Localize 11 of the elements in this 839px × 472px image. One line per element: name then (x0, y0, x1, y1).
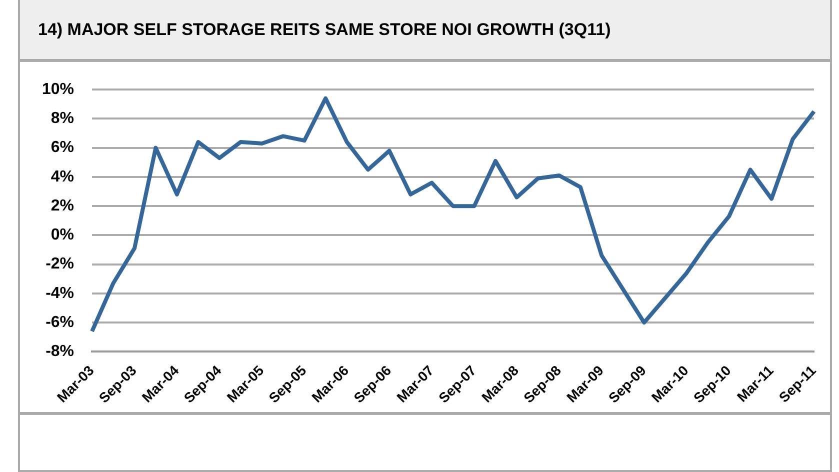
y-tick-label: 6% (50, 139, 74, 156)
y-tick-label: 0% (50, 226, 74, 244)
y-tick-label: -6% (46, 314, 74, 331)
y-tick-label: 2% (50, 197, 74, 214)
y-tick-label: 8% (50, 110, 74, 128)
y-tick-label: -4% (46, 284, 74, 302)
y-tick-label: 4% (50, 168, 74, 186)
y-tick-label: -8% (46, 343, 74, 360)
chart-title: 14) MAJOR SELF STORAGE REITS SAME STORE NOI GROWTH (3Q11) (38, 20, 611, 40)
y-tick-label: 10% (42, 81, 74, 98)
y-tick-label: -2% (46, 256, 74, 273)
